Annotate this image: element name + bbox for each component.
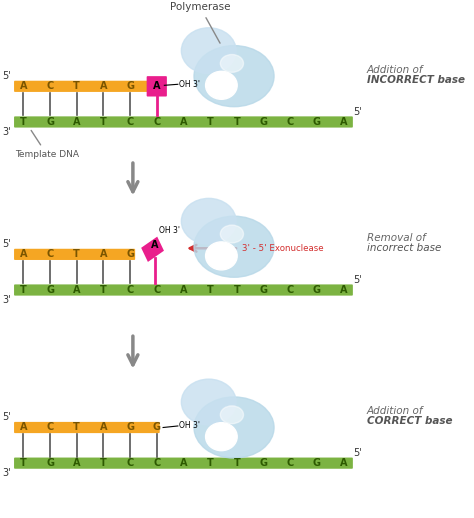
FancyBboxPatch shape bbox=[14, 284, 353, 296]
Text: G: G bbox=[260, 458, 267, 468]
FancyBboxPatch shape bbox=[14, 457, 353, 469]
Ellipse shape bbox=[220, 225, 244, 243]
Text: Addition of: Addition of bbox=[367, 406, 423, 416]
Text: A: A bbox=[19, 423, 27, 433]
FancyBboxPatch shape bbox=[14, 117, 353, 127]
Text: A: A bbox=[340, 458, 347, 468]
Text: A: A bbox=[180, 117, 187, 127]
Ellipse shape bbox=[182, 28, 236, 74]
Text: T: T bbox=[73, 423, 80, 433]
Text: A: A bbox=[180, 285, 187, 295]
Text: T: T bbox=[100, 285, 107, 295]
Ellipse shape bbox=[194, 397, 274, 458]
Text: G: G bbox=[126, 249, 134, 260]
Text: 3': 3' bbox=[2, 127, 11, 137]
Text: T: T bbox=[20, 285, 27, 295]
Text: 5': 5' bbox=[2, 71, 11, 81]
Text: A: A bbox=[100, 423, 107, 433]
Text: T: T bbox=[207, 458, 213, 468]
Text: 5': 5' bbox=[353, 275, 362, 285]
Text: Template DNA: Template DNA bbox=[15, 131, 79, 159]
Ellipse shape bbox=[194, 216, 274, 277]
Text: G: G bbox=[126, 423, 134, 433]
Ellipse shape bbox=[220, 406, 244, 424]
Text: C: C bbox=[153, 285, 160, 295]
Text: G: G bbox=[153, 423, 161, 433]
Text: A: A bbox=[340, 285, 347, 295]
Text: A: A bbox=[73, 458, 81, 468]
Text: A: A bbox=[153, 81, 161, 91]
Text: incorrect base: incorrect base bbox=[367, 243, 441, 253]
Text: A: A bbox=[151, 240, 158, 250]
Ellipse shape bbox=[194, 46, 274, 107]
Text: G: G bbox=[46, 458, 54, 468]
Ellipse shape bbox=[206, 423, 237, 451]
Text: 5': 5' bbox=[353, 107, 362, 117]
Text: C: C bbox=[153, 458, 160, 468]
Text: T: T bbox=[234, 117, 240, 127]
Text: A: A bbox=[19, 81, 27, 91]
Text: T: T bbox=[207, 117, 213, 127]
FancyBboxPatch shape bbox=[14, 81, 155, 92]
Text: 5': 5' bbox=[353, 448, 362, 458]
Ellipse shape bbox=[182, 198, 236, 244]
Text: G: G bbox=[126, 81, 134, 91]
Text: OH 3': OH 3' bbox=[179, 422, 200, 430]
Text: T: T bbox=[73, 249, 80, 260]
Text: T: T bbox=[20, 458, 27, 468]
Text: G: G bbox=[313, 458, 321, 468]
Text: T: T bbox=[100, 117, 107, 127]
Text: 3' - 5' Exonuclease: 3' - 5' Exonuclease bbox=[242, 244, 324, 253]
Text: T: T bbox=[234, 458, 240, 468]
Text: 3': 3' bbox=[2, 295, 11, 305]
FancyBboxPatch shape bbox=[146, 76, 167, 96]
Polygon shape bbox=[141, 237, 164, 262]
Text: A: A bbox=[73, 117, 81, 127]
Text: T: T bbox=[234, 285, 240, 295]
Text: OH 3': OH 3' bbox=[179, 80, 200, 89]
Text: INCORRECT base: INCORRECT base bbox=[367, 75, 465, 85]
Ellipse shape bbox=[220, 54, 244, 73]
Text: G: G bbox=[313, 285, 321, 295]
Text: Polymerase: Polymerase bbox=[170, 3, 230, 43]
Text: A: A bbox=[340, 117, 347, 127]
Text: T: T bbox=[73, 81, 80, 91]
Text: G: G bbox=[260, 117, 267, 127]
Text: C: C bbox=[127, 285, 134, 295]
Text: 3': 3' bbox=[2, 468, 11, 478]
Text: Removal of: Removal of bbox=[367, 233, 426, 242]
Text: C: C bbox=[287, 117, 294, 127]
Ellipse shape bbox=[206, 242, 237, 270]
Text: C: C bbox=[46, 423, 54, 433]
Text: T: T bbox=[207, 285, 213, 295]
Text: C: C bbox=[287, 285, 294, 295]
Text: C: C bbox=[127, 458, 134, 468]
Text: C: C bbox=[46, 81, 54, 91]
Text: C: C bbox=[287, 458, 294, 468]
Text: A: A bbox=[100, 249, 107, 260]
Text: A: A bbox=[100, 81, 107, 91]
Text: CORRECT base: CORRECT base bbox=[367, 416, 452, 426]
Ellipse shape bbox=[182, 379, 236, 425]
Text: A: A bbox=[73, 285, 81, 295]
Text: A: A bbox=[180, 458, 187, 468]
Text: G: G bbox=[46, 117, 54, 127]
Text: A: A bbox=[19, 249, 27, 260]
Text: G: G bbox=[260, 285, 267, 295]
Text: G: G bbox=[46, 285, 54, 295]
Text: Addition of: Addition of bbox=[367, 65, 423, 75]
Text: T: T bbox=[100, 458, 107, 468]
Text: C: C bbox=[46, 249, 54, 260]
Text: T: T bbox=[20, 117, 27, 127]
Text: C: C bbox=[127, 117, 134, 127]
Ellipse shape bbox=[206, 71, 237, 99]
Text: C: C bbox=[153, 117, 160, 127]
Text: OH 3': OH 3' bbox=[159, 226, 180, 235]
Text: 5': 5' bbox=[2, 239, 11, 249]
FancyBboxPatch shape bbox=[14, 249, 135, 260]
Text: 5': 5' bbox=[2, 412, 11, 422]
FancyBboxPatch shape bbox=[14, 422, 160, 433]
Text: G: G bbox=[313, 117, 321, 127]
